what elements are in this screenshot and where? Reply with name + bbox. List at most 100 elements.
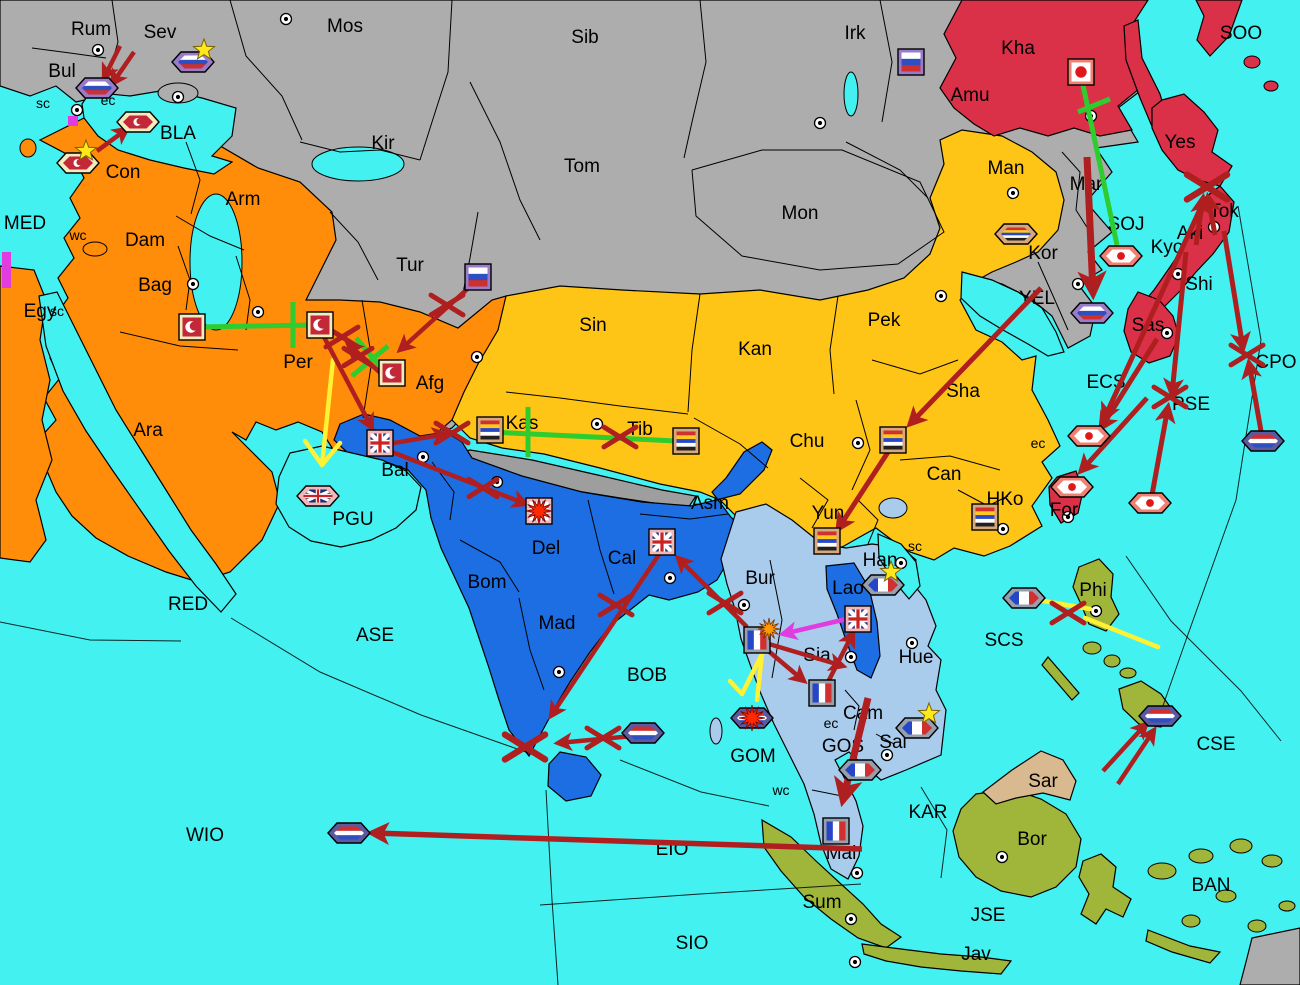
island-rhodes (19, 138, 37, 158)
coast-label-wc: wc (68, 227, 86, 243)
coast-label-ec: ec (1031, 435, 1046, 451)
territory-label-Rum: Rum (71, 19, 111, 40)
coast-label-wc: wc (771, 782, 789, 798)
retreat-line (739, 651, 765, 697)
unit-britain-army-dislodged (525, 497, 553, 525)
supply-center-dot (171, 90, 185, 104)
territory-label-Phi: Phi (1079, 580, 1106, 601)
failed-order-x (1228, 342, 1266, 368)
sea-label-SCS: SCS (984, 630, 1023, 651)
territory-label-Sib: Sib (571, 27, 598, 48)
territory-label-Chu: Chu (790, 431, 825, 452)
territory-label-Afg: Afg (416, 373, 445, 394)
sea-label-CSE: CSE (1196, 734, 1235, 755)
supply-center-dot (70, 103, 84, 117)
supply-center-dot (470, 350, 484, 364)
unit-china-army (813, 527, 841, 555)
province-border (235, 255, 251, 331)
territory-label-For: For (1050, 500, 1079, 521)
province-border (1037, 261, 1069, 331)
region-kha (939, 0, 1151, 137)
move-arrow (109, 50, 136, 88)
territory-label-Bom: Bom (467, 572, 506, 593)
supply-center-dot (1089, 604, 1103, 618)
territory-label-Tib: Tib (627, 419, 653, 440)
move-arrow (101, 44, 123, 83)
island-caspian-sea (189, 193, 243, 331)
sea-label-WIO: WIO (186, 825, 224, 846)
supply-center-dot (851, 436, 865, 450)
sea-border (1125, 555, 1282, 742)
supply-center-dot (934, 289, 948, 303)
retreat-line (1082, 615, 1161, 650)
move-arrow (906, 286, 1043, 428)
move-arrow (548, 551, 662, 720)
failed-order-x (501, 731, 549, 763)
retreat-line (319, 357, 336, 468)
territory-label-Mad: Mad (539, 613, 576, 634)
island-banda-3 (1229, 838, 1253, 854)
supply-center-dot (279, 12, 293, 26)
move-arrow (553, 732, 634, 752)
sea-label-BAN: BAN (1191, 875, 1230, 896)
unit-holland-fleet (1241, 430, 1285, 452)
sea-label-SOJ: SOJ (1108, 214, 1145, 235)
region-java (861, 943, 1013, 975)
region-timor (1145, 929, 1222, 964)
orders-layer (95, 44, 1266, 852)
sea-label-SOO: SOO (1220, 23, 1262, 44)
territory-label-Kor: Kor (1028, 243, 1058, 264)
move-arrow (366, 822, 863, 852)
region-kamchatka (1195, 0, 1243, 57)
unit-japan-fleet (1067, 425, 1111, 447)
dislodge-arrow (778, 614, 856, 640)
unit-france-fleet (1002, 587, 1046, 609)
region-china (451, 129, 1065, 561)
region-borneo (952, 788, 1082, 898)
sea-label-SIO: SIO (676, 933, 709, 954)
home-center-star (917, 701, 941, 725)
unit-britain-army (366, 429, 394, 457)
province-border (587, 499, 615, 595)
territory-label-Kan: Kan (738, 339, 772, 360)
supply-center-dot (1006, 186, 1020, 200)
sea-label-BOB: BOB (627, 665, 667, 686)
territory-label-Amu: Amu (950, 85, 989, 106)
territory-label-Con: Con (106, 162, 141, 183)
supply-center-dot (844, 912, 858, 926)
sea-label-CPO: CPO (1255, 352, 1296, 373)
unit-japan-fleet (1128, 492, 1172, 514)
territory-label-Hue: Hue (899, 647, 934, 668)
unit-france-fleet (861, 574, 905, 596)
region-sulawesi (1078, 853, 1132, 925)
sea-label-PSE: PSE (1172, 394, 1210, 415)
territory-label-Mon: Mon (782, 203, 819, 224)
province-border (844, 689, 860, 731)
unit-britain-fleet (296, 485, 340, 507)
support-line (1080, 84, 1120, 246)
territory-label-Kha: Kha (1001, 38, 1035, 59)
move-arrow (1241, 357, 1264, 432)
territory-label-Sai: Sai (879, 732, 906, 753)
supply-center-dot (996, 522, 1010, 536)
unit-turkey-fleet (56, 152, 100, 174)
province-border (419, 0, 453, 161)
province-border (31, 47, 107, 59)
failed-order-x (428, 292, 466, 318)
island-kuril-1 (1243, 55, 1261, 69)
move-arrow (833, 697, 872, 808)
coast-label-ec: ec (824, 715, 839, 731)
sea-border (619, 759, 770, 807)
unit-china-army (476, 416, 504, 444)
move-arrow (95, 126, 131, 153)
province-border (505, 391, 689, 415)
province-border (185, 141, 201, 215)
supply-center-dot (737, 598, 751, 612)
province-border (879, 0, 893, 123)
dislodged-burst (525, 497, 553, 525)
territory-label-Lao: Lao (832, 578, 864, 599)
